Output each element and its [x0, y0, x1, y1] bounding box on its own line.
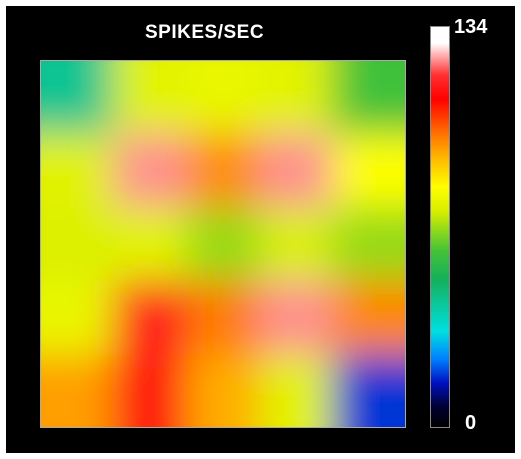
heatmap-cell [186, 60, 260, 134]
heatmap-cell [259, 354, 333, 428]
heatmap-cell [332, 133, 406, 208]
heatmap-cell [40, 354, 114, 428]
heatmap-cell [332, 60, 406, 134]
heatmap-cell [40, 60, 114, 134]
heatmap-cell [113, 207, 187, 281]
heatmap-plot [40, 60, 406, 428]
heatmap-cell [186, 354, 260, 428]
heatmap-cell [259, 280, 333, 355]
heatmap-cell [186, 133, 260, 208]
heatmap-cell [113, 60, 187, 134]
colorbar-min-label: 0 [465, 412, 477, 434]
heatmap-cell [113, 280, 187, 355]
heatmap-cell [332, 280, 406, 355]
heatmap-cell [40, 207, 114, 281]
heatmap-cell [332, 354, 406, 428]
heatmap-cell [113, 354, 187, 428]
chart-title: SPIKES/SEC [145, 22, 265, 43]
colorbar [430, 26, 450, 428]
colorbar-max-label: 134 [454, 16, 488, 38]
heatmap-cell [113, 133, 187, 208]
plot-border [40, 60, 406, 428]
heatmap-cell [40, 280, 114, 355]
heatmap-cells [40, 60, 406, 428]
heatmap-cell [332, 207, 406, 281]
heatmap-cell [259, 207, 333, 281]
heatmap-svg [40, 60, 406, 428]
heatmap-cell [259, 133, 333, 208]
heatmap-cell [40, 133, 114, 208]
heatmap-cell [186, 280, 260, 355]
heatmap-cell [259, 60, 333, 134]
heatmap-cell [186, 207, 260, 281]
